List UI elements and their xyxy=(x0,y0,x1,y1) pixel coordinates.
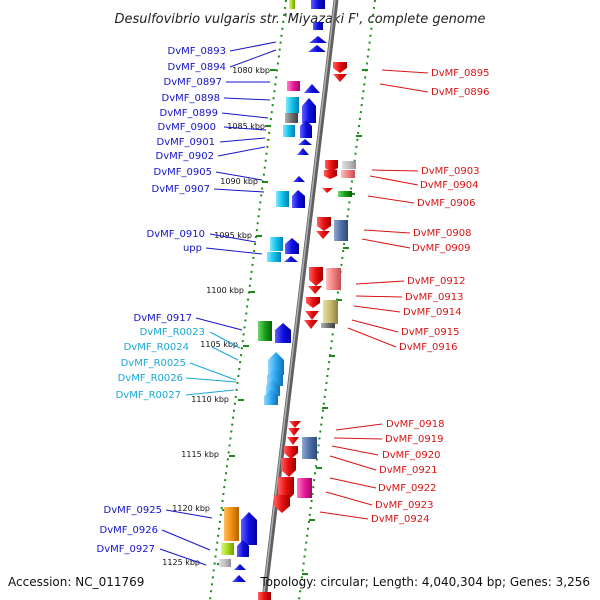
gene-label: DvMF_0899 xyxy=(160,108,218,119)
gene-label: DvMF_0927 xyxy=(97,544,155,555)
gene-label: DvMF_0901 xyxy=(157,137,215,148)
gene-label: DvMF_0914 xyxy=(403,307,461,318)
gene-label: DvMF_0897 xyxy=(164,77,222,88)
gene-label: DvMF_0916 xyxy=(399,342,457,353)
gene-label: DvMF_0894 xyxy=(168,62,226,73)
gene-label: DvMF_0900 xyxy=(158,122,216,133)
gene-label: DvMF_0919 xyxy=(385,434,443,445)
gene-label: DvMF_0893 xyxy=(168,46,226,57)
gene-label: DvMF_0905 xyxy=(154,167,212,178)
gene-label: DvMF_R0026 xyxy=(118,373,183,384)
gene-label: DvMF_0904 xyxy=(420,180,478,191)
gene-label: DvMF_0925 xyxy=(104,505,162,516)
gene-label: DvMF_R0024 xyxy=(124,342,189,353)
gene-label: DvMF_0912 xyxy=(407,276,465,287)
gene-label: DvMF_0920 xyxy=(382,450,440,461)
kbp-label: 1080 kbp xyxy=(232,66,270,75)
gene-label: DvMF_0902 xyxy=(156,151,214,162)
gene-label: DvMF_0909 xyxy=(412,243,470,254)
left-gene-labels: DvMF_0893 DvMF_0894 DvMF_0897 DvMF_0898 … xyxy=(97,46,226,555)
gene-label: DvMF_0907 xyxy=(152,184,210,195)
kbp-label: 1115 kbp xyxy=(181,450,219,459)
gene-label: DvMF_0913 xyxy=(405,292,463,303)
topology-text: Topology: circular; Length: 4,040,304 bp… xyxy=(259,575,590,589)
kbp-label: 1125 kbp xyxy=(162,558,200,567)
gene-label: DvMF_0926 xyxy=(100,525,158,536)
gene-label: DvMF_0922 xyxy=(378,483,436,494)
accession-text: Accession: NC_011769 xyxy=(8,575,144,589)
gene-label: DvMF_0910 xyxy=(147,229,205,240)
kbp-label: 1100 kbp xyxy=(206,286,244,295)
gene-label: DvMF_R0025 xyxy=(121,358,186,369)
kbp-ticks xyxy=(217,70,368,574)
gene-label: DvMF_0918 xyxy=(386,419,444,430)
gene-label: DvMF_0921 xyxy=(379,465,437,476)
gene-label: DvMF_0896 xyxy=(431,87,489,98)
gene-label: DvMF_0915 xyxy=(401,327,459,338)
gene-label: DvMF_0903 xyxy=(421,166,479,177)
kbp-label: 1110 kbp xyxy=(191,395,229,404)
gene-label: DvMF_R0027 xyxy=(116,390,181,401)
gene-label: DvMF_R0023 xyxy=(140,327,205,338)
gene-label: DvMF_0906 xyxy=(417,198,475,209)
gene-label: DvMF_0895 xyxy=(431,68,489,79)
gene-label: DvMF_0923 xyxy=(375,500,433,511)
genome-map: Desulfovibrio vulgaris str. 'Miyazaki F'… xyxy=(0,0,600,600)
kbp-label: 1105 kbp xyxy=(200,340,238,349)
gene-label: DvMF_0898 xyxy=(162,93,220,104)
gene-label: DvMF_0917 xyxy=(134,313,192,324)
map-title: Desulfovibrio vulgaris str. 'Miyazaki F'… xyxy=(114,12,485,27)
gene-label: upp xyxy=(183,243,202,254)
left-leaders-lower xyxy=(160,510,212,565)
gene-label: DvMF_0908 xyxy=(413,228,471,239)
gene-label: DvMF_0924 xyxy=(371,514,429,525)
